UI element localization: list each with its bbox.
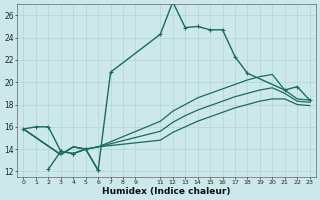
X-axis label: Humidex (Indice chaleur): Humidex (Indice chaleur) [102, 187, 231, 196]
